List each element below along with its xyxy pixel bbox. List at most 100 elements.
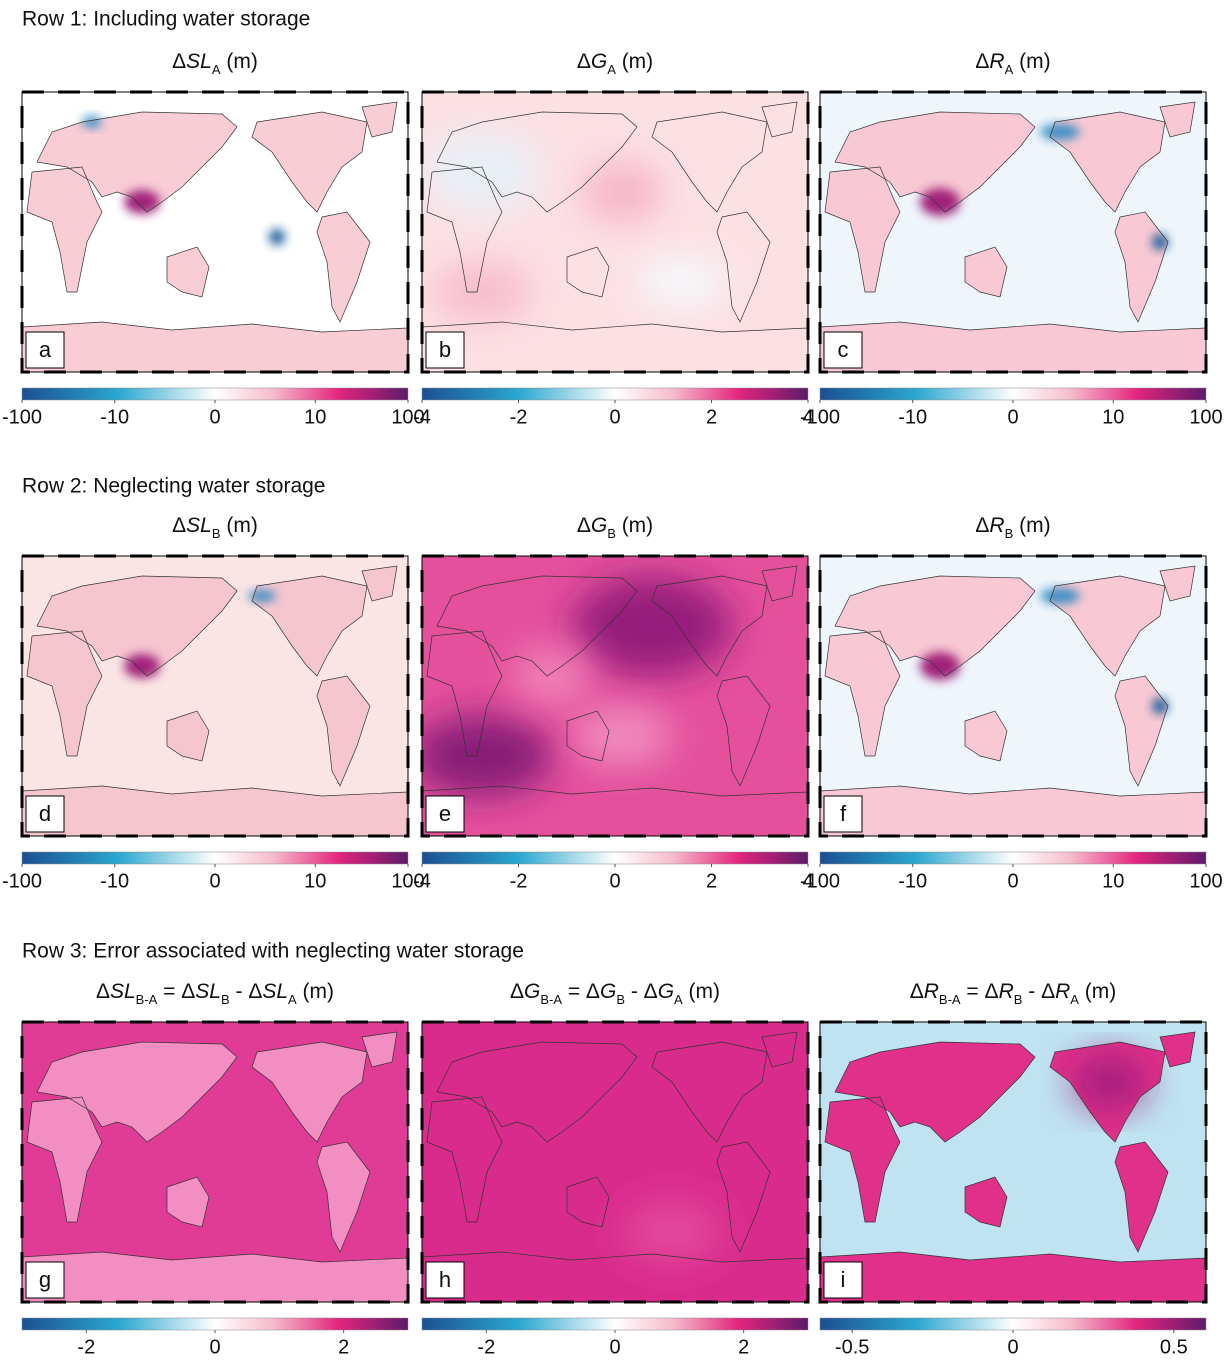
map-field bbox=[22, 92, 408, 372]
title-part: B bbox=[212, 526, 221, 541]
map-panel: b bbox=[422, 92, 808, 372]
title-part: B bbox=[1005, 526, 1014, 541]
title-part: Δ bbox=[172, 50, 186, 73]
map-field bbox=[422, 92, 808, 372]
colorbar-tick-label: -0.5 bbox=[835, 1336, 869, 1358]
title-part: Δ bbox=[96, 980, 110, 1003]
title-part: A bbox=[288, 992, 297, 1007]
colorbar-tick-label: 10 bbox=[304, 870, 326, 892]
colorbar-tick-label: 2 bbox=[706, 406, 717, 428]
colorbar-tick-label: -2 bbox=[510, 870, 528, 892]
colorbar-tick-label: -4 bbox=[413, 870, 431, 892]
colorbar-tick-label: 0 bbox=[1007, 406, 1018, 428]
colorbar bbox=[820, 852, 1206, 864]
colorbar-tick-label: 100 bbox=[1189, 406, 1222, 428]
panel-title: ΔRB (m) bbox=[975, 514, 1050, 541]
field-blob bbox=[82, 116, 102, 128]
field-blob bbox=[582, 162, 662, 222]
title-part: R bbox=[989, 514, 1004, 537]
colorbar-tick-label: 0 bbox=[609, 870, 620, 892]
panel-title: ΔSLA (m) bbox=[172, 50, 258, 77]
title-part: = Δ bbox=[961, 980, 999, 1003]
colorbar-tick-label: 0 bbox=[1007, 1336, 1018, 1358]
title-part: - Δ bbox=[625, 980, 658, 1003]
title-part: A bbox=[1070, 992, 1079, 1007]
field-blob bbox=[1040, 588, 1080, 604]
field-blob bbox=[512, 646, 592, 706]
colorbar bbox=[22, 388, 408, 400]
row-title: Row 3: Error associated with neglecting … bbox=[22, 940, 524, 963]
field-blob bbox=[1040, 124, 1080, 140]
field-blob bbox=[572, 576, 732, 676]
panel-letter: f bbox=[840, 801, 847, 826]
title-part: A bbox=[1005, 62, 1014, 77]
title-part: G bbox=[591, 514, 607, 537]
map-panel: d bbox=[22, 556, 408, 836]
panel-title: ΔGB-A = ΔGB - ΔGA (m) bbox=[510, 980, 720, 1007]
map-panel: a bbox=[22, 92, 408, 372]
colorbar-tick-label: 0.5 bbox=[1160, 1336, 1188, 1358]
map-panel: i bbox=[820, 1022, 1206, 1302]
row-title: Row 2: Neglecting water storage bbox=[22, 475, 326, 498]
field-blob bbox=[412, 716, 552, 796]
panel-title: ΔRA (m) bbox=[975, 50, 1050, 77]
title-part: Δ bbox=[577, 514, 591, 537]
colorbar-tick-label: 0 bbox=[609, 406, 620, 428]
title-part: SL bbox=[186, 514, 212, 537]
field-blob bbox=[622, 1202, 722, 1262]
title-part: - Δ bbox=[1022, 980, 1055, 1003]
title-part: G bbox=[524, 980, 540, 1003]
map-field bbox=[820, 1022, 1206, 1302]
panel-title: ΔSLB-A = ΔSLB - ΔSLA (m) bbox=[96, 980, 334, 1007]
colorbar-tick-label: 0 bbox=[209, 406, 220, 428]
title-part: B bbox=[607, 526, 616, 541]
colorbar-tick-label: -100 bbox=[2, 870, 42, 892]
title-part: (m) bbox=[683, 980, 720, 1003]
colorbar-tick-label: -2 bbox=[477, 1336, 495, 1358]
panel-letter: a bbox=[39, 337, 52, 362]
colorbar-tick-label: -10 bbox=[100, 406, 129, 428]
colorbar bbox=[422, 852, 808, 864]
title-part: (m) bbox=[221, 50, 258, 73]
title-part: (m) bbox=[1013, 50, 1050, 73]
title-part: (m) bbox=[1079, 980, 1116, 1003]
panel-title: ΔGB (m) bbox=[577, 514, 653, 541]
map-field bbox=[22, 556, 408, 836]
figure: Row 1: Including water storageΔSLA (m)a-… bbox=[0, 0, 1225, 1365]
panel-letter: i bbox=[841, 1267, 846, 1292]
colorbar-tick-label: 0 bbox=[609, 1336, 620, 1358]
title-part: Δ bbox=[975, 50, 989, 73]
title-part: R bbox=[1055, 980, 1070, 1003]
title-part: SL bbox=[195, 980, 221, 1003]
title-part: A bbox=[674, 992, 683, 1007]
field-blob bbox=[422, 132, 542, 212]
title-part: SL bbox=[110, 980, 136, 1003]
map-panel: g bbox=[22, 1022, 408, 1302]
title-part: SL bbox=[262, 980, 288, 1003]
map-panel: c bbox=[820, 92, 1206, 372]
field-blob bbox=[1152, 698, 1168, 714]
colorbar-tick-label: 2 bbox=[738, 1336, 749, 1358]
panel-letter: h bbox=[439, 1267, 451, 1292]
map-panel: f bbox=[820, 556, 1206, 836]
colorbar-tick-label: -2 bbox=[77, 1336, 95, 1358]
colorbar bbox=[820, 1318, 1206, 1330]
colorbar-tick-label: 10 bbox=[1102, 870, 1124, 892]
panel-letter: b bbox=[439, 337, 451, 362]
title-part: (m) bbox=[616, 50, 653, 73]
title-part: B bbox=[616, 992, 625, 1007]
title-part: R bbox=[999, 980, 1014, 1003]
colorbar bbox=[422, 388, 808, 400]
colorbar-tick-label: 10 bbox=[1102, 406, 1124, 428]
field-blob bbox=[124, 190, 160, 214]
colorbar bbox=[820, 388, 1206, 400]
field-blob bbox=[637, 257, 727, 307]
title-part: (m) bbox=[616, 514, 653, 537]
colorbar-tick-label: -2 bbox=[510, 406, 528, 428]
colorbar-tick-label: -100 bbox=[2, 406, 42, 428]
title-part: Δ bbox=[510, 980, 524, 1003]
title-part: G bbox=[658, 980, 674, 1003]
colorbar bbox=[422, 1318, 808, 1330]
title-part: A bbox=[607, 62, 616, 77]
title-part: A bbox=[212, 62, 221, 77]
